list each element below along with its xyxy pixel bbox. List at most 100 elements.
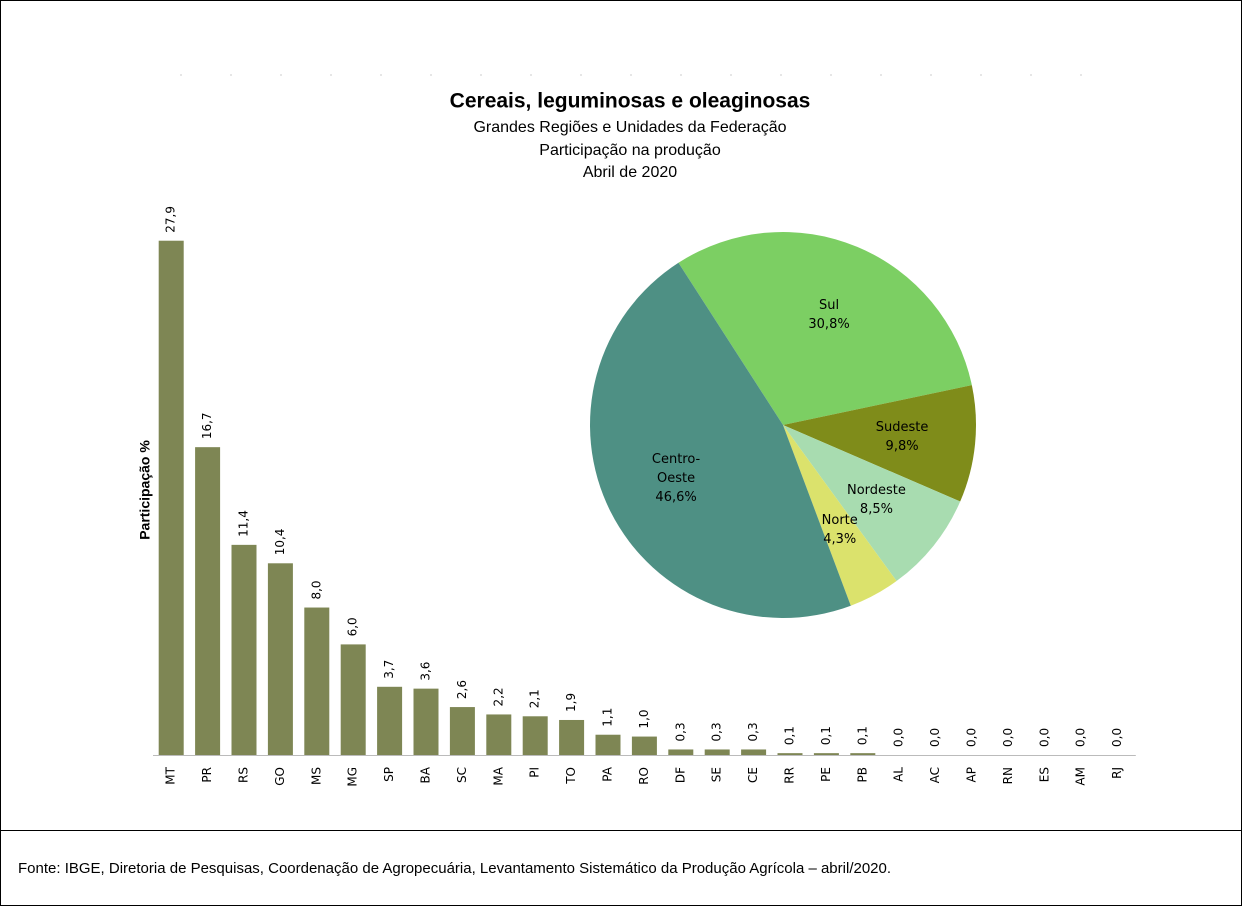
bar [741, 749, 767, 755]
x-tick-label: MS [309, 767, 323, 785]
x-tick-label: RN [1001, 767, 1015, 784]
bar-value-label: 27,9 [164, 206, 178, 233]
bar-value-label: 6,0 [346, 617, 360, 636]
x-tick-label: PI [528, 767, 542, 778]
x-tick-label: GO [273, 767, 287, 786]
x-tick-label: ES [1037, 767, 1051, 782]
x-tick-label: MT [164, 766, 178, 784]
bar [631, 736, 657, 755]
bar-value-label: 16,7 [200, 412, 214, 439]
bar [668, 749, 694, 755]
subtitle: Participação na produção [539, 142, 721, 159]
title: Cereais, leguminosas e oleaginosas [450, 90, 811, 113]
slice-name: Norte [821, 513, 858, 529]
x-tick-label: AM [1074, 767, 1088, 786]
x-tick-label: PB [855, 767, 869, 782]
bar [522, 716, 548, 755]
bar [340, 644, 366, 755]
bar [813, 753, 839, 755]
x-tick-label: BA [419, 766, 433, 783]
slice-value-label: 30,8% [808, 316, 850, 332]
x-tick-label: PE [819, 767, 833, 782]
x-tick-label: RR [783, 767, 797, 784]
slice-name: Nordeste [846, 482, 906, 498]
bar [850, 753, 876, 755]
bar-value-label: 0,1 [783, 726, 797, 745]
source: Fonte: IBGE, Diretoria de Pesquisas, Coo… [18, 860, 892, 877]
x-tick-label: PR [200, 767, 214, 783]
x-tick-label: MG [346, 767, 360, 787]
bar-value-label: 1,9 [564, 693, 578, 712]
x-tick-label: SC [455, 767, 469, 783]
bar [231, 544, 257, 755]
x-tick-label: PA [601, 766, 615, 781]
slice-value-label: 46,6% [655, 490, 697, 506]
slice-label: Sudeste 9,8% [866, 418, 938, 456]
slice-name: Sul [818, 297, 840, 313]
slice-name: Centro-Oeste [651, 452, 701, 487]
bar-value-label: 0,3 [673, 722, 687, 741]
y-axis-label: Participação % [137, 440, 153, 540]
x-tick-label: SP [382, 767, 396, 782]
bar-value-label: 10,4 [273, 529, 287, 556]
bar-value-label: 0,1 [819, 726, 833, 745]
bar-value-label: 1,1 [601, 708, 615, 727]
x-tick-label: SE [710, 767, 724, 782]
bar-value-label: 3,7 [382, 660, 396, 679]
bar-value-label: 1,0 [637, 709, 651, 728]
x-tick-label: TO [564, 767, 578, 785]
x-tick-label: RO [637, 767, 651, 785]
pie-slice [678, 232, 972, 425]
x-tick-label: RJ [1110, 767, 1124, 779]
bar [704, 749, 730, 755]
bar-value-label: 0,3 [746, 722, 760, 741]
bar-value-label: 3,6 [419, 662, 433, 681]
bar [158, 240, 184, 755]
bar-value-label: 0,1 [855, 726, 869, 745]
pie-slice [783, 425, 897, 606]
subtitle: Grandes Regiões e Unidades da Federação [473, 119, 786, 136]
bar-value-label: 0,3 [710, 722, 724, 741]
slice-label: Nordeste 8,5% [840, 481, 912, 519]
bar-value-label: 0,0 [965, 728, 979, 747]
bar [559, 719, 585, 755]
slice-label: Centro-Oeste 46,6% [640, 450, 712, 507]
x-tick-label: DF [673, 767, 687, 783]
bar-value-label: 2,2 [491, 687, 505, 706]
slice-label: Norte 4,3% [804, 511, 876, 549]
bar-value-label: 2,6 [455, 680, 469, 699]
bar-value-label: 0,0 [928, 728, 942, 747]
bar [413, 688, 439, 755]
bar-value-label: 0,0 [892, 728, 906, 747]
slice-value-label: 4,3% [823, 532, 857, 548]
x-tick-label: AL [892, 767, 906, 782]
x-tick-label: AP [965, 767, 979, 782]
bar [486, 714, 512, 755]
x-tick-label: AC [928, 767, 942, 783]
bar-value-label: 11,4 [237, 510, 251, 537]
bar-value-label: 0,0 [1001, 728, 1015, 747]
subtitle: Abril de 2020 [583, 164, 677, 181]
pie-slice [590, 262, 851, 618]
bar-value-label: 0,0 [1110, 728, 1124, 747]
bar [304, 607, 330, 755]
pie-slice [783, 425, 961, 582]
bar [449, 707, 475, 755]
bar-value-label: 0,0 [1074, 728, 1088, 747]
bar [595, 734, 621, 755]
bar [377, 686, 403, 755]
x-tick-label: MA [491, 766, 505, 785]
bar [195, 447, 221, 755]
bar [777, 753, 803, 755]
pie-slice [783, 385, 976, 502]
bar-value-label: 2,1 [528, 689, 542, 708]
slice-name: Sudeste [875, 419, 929, 435]
bar-value-label: 8,0 [309, 580, 323, 599]
slice-label: Sul 30,8% [793, 296, 865, 334]
slice-value-label: 9,8% [885, 438, 919, 454]
bar [267, 563, 293, 755]
bar-value-label: 0,0 [1037, 728, 1051, 747]
x-tick-label: CE [746, 767, 760, 783]
